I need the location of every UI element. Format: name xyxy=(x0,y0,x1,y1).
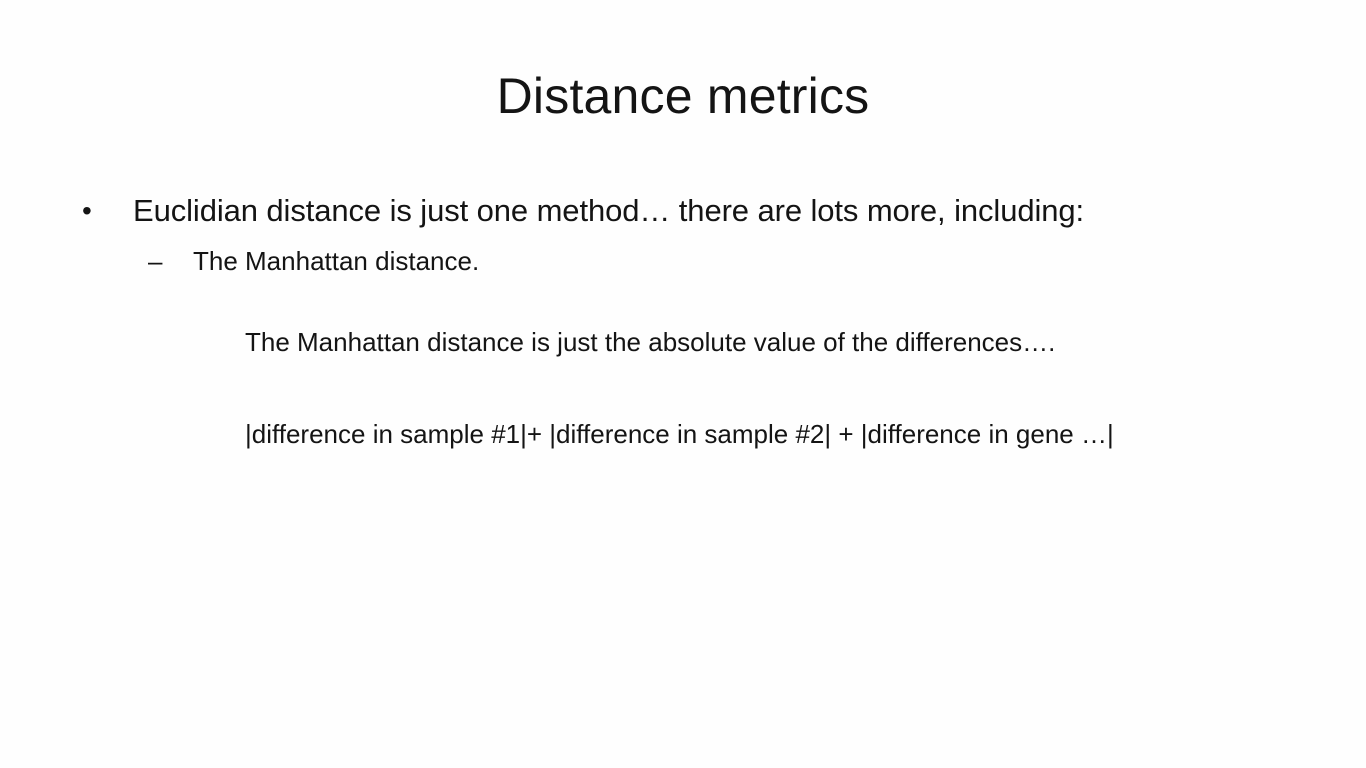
formula-text: |difference in sample #1|+ |difference i… xyxy=(245,419,1114,449)
sub-bullet-dash-icon: – xyxy=(148,246,163,276)
bullet-text: Euclidian distance is just one method… t… xyxy=(133,193,1085,228)
sub-bullet-text: The Manhattan distance. xyxy=(193,246,480,276)
slide-title: Distance metrics xyxy=(496,68,870,124)
explanation-text: The Manhattan distance is just the absol… xyxy=(245,327,1056,357)
bullet-dot-icon: • xyxy=(82,195,92,226)
